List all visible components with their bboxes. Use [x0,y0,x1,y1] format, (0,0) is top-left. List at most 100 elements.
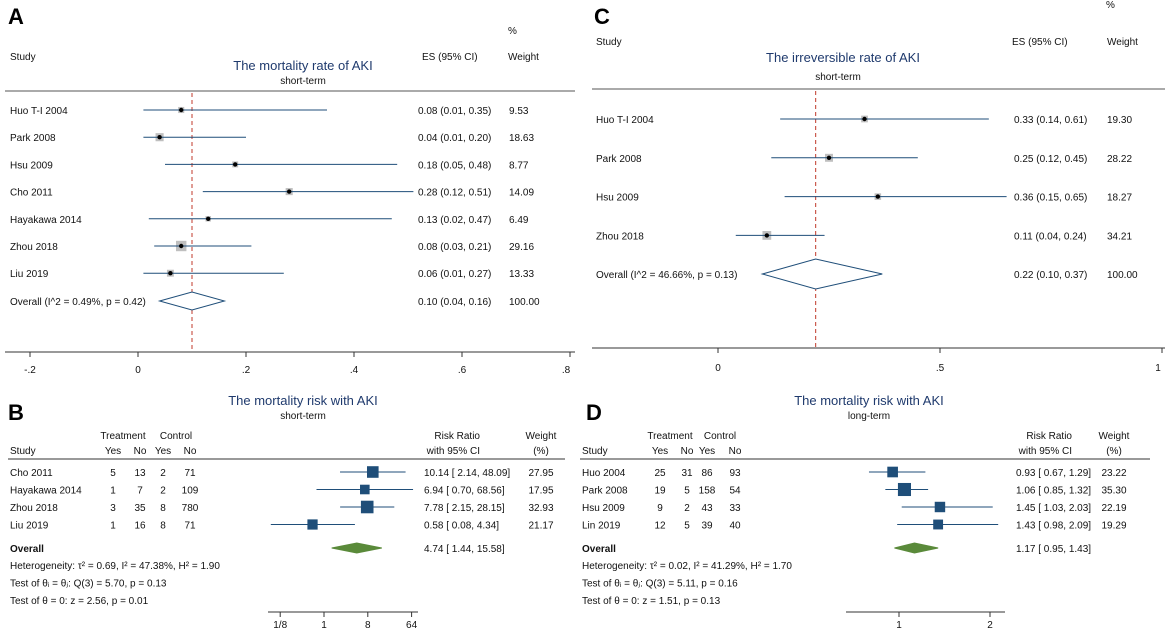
panel-d-stat-line: Heterogeneity: τ² = 0.02, I² = 41.29%, H… [582,561,792,572]
panel-a-point [233,162,238,167]
panel-a-es-value: 0.08 (0.01, 0.35) [418,106,491,117]
panel-a-point [179,107,184,113]
panel-b-tick-label: 1/8 [273,620,287,631]
panel-b-pct-header: (%) [533,446,549,457]
panel-d-weight-value: 35.30 [1101,486,1126,497]
panel-b-c-no-value: 71 [184,468,196,479]
panel-d-t-no-value: 5 [684,486,690,497]
panel-b-treatment-header: Treatment [100,431,145,442]
panel-a-es-value: 0.13 (0.02, 0.47) [418,215,491,226]
panel-d-c-no-value: 54 [729,486,741,497]
panel-b-stat-line: Test of θᵢ = θⱼ: Q(3) = 5.70, p = 0.13 [10,579,167,590]
panel-c-es-header: ES (95% CI) [1012,37,1068,48]
panel-a-weight-value: 29.16 [509,242,534,253]
panel-a-overall-diamond [157,291,227,311]
panel-b-c-no-header: No [184,446,197,457]
panel-b-tick-label: 8 [365,620,371,631]
panel-d-c-yes-value: 86 [701,468,713,479]
panel-b-rr-marker [360,500,374,514]
panel-d-pct-header: (%) [1106,446,1122,457]
panel-b-c-yes-value: 8 [160,503,166,514]
panel-b-overall-diamond [331,542,382,554]
panel-b-overall-label: Overall [10,544,44,555]
panel-d-overall-label: Overall [582,544,616,555]
panel-b-title: The mortality risk with AKI [228,393,378,408]
panel-d-stat-line: Test of θ = 0: z = 1.51, p = 0.13 [582,596,721,607]
panel-b-rr-marker [307,519,318,530]
panel-a-study-name: Zhou 2018 [10,242,58,253]
panel-a-overall-label: Overall (I^2 = 0.49%, p = 0.42) [10,297,146,308]
panel-c-subtitle: short-term [815,72,861,83]
panel-a-es-header: ES (95% CI) [422,52,478,63]
panel-a-point [179,243,184,249]
panel-b-weight-value: 27.95 [528,468,553,479]
panel-d-rr-marker [933,519,944,530]
panel-c-study-name: Hsu 2009 [596,193,639,204]
panel-d-rr2-header: with 95% CI [1018,446,1072,457]
panel-a-tick-label: 0 [135,365,141,376]
panel-c-weight-header: Weight [1107,37,1138,48]
panel-d-t-no-value: 5 [684,521,690,532]
panel-b-control-header: Control [160,431,192,442]
panel-c-study-header: Study [596,37,622,48]
panel-a-weight-value: 14.09 [509,188,534,199]
panel-c-overall-es: 0.22 (0.10, 0.37) [1014,270,1087,281]
panel-b-study-header: Study [10,446,36,457]
panel-a-tick-label: .8 [562,365,571,376]
panel-d-c-yes-header: Yes [699,446,715,457]
panel-b-rr-header: Risk Ratio [434,431,480,442]
panel-b-c-no-value: 71 [184,521,196,532]
panel-label-c: C [594,4,610,29]
panel-d-rr-marker [897,482,911,497]
panel-a-overall-weight: 100.00 [509,297,540,308]
panel-a-pct-header: % [508,26,517,37]
panel-b-c-yes-value: 2 [160,468,166,479]
panel-c-es-value: 0.36 (0.15, 0.65) [1014,193,1087,204]
panel-b-c-no-value: 109 [182,486,199,497]
panel-a-study-header: Study [10,52,36,63]
panel-d-study-name: Hsu 2009 [582,503,625,514]
panel-b-rr-value: 7.78 [ 2.15, 28.15] [424,503,505,514]
panel-d-weight-value: 23.22 [1101,468,1126,479]
panel-c-overall-label: Overall (I^2 = 46.66%, p = 0.13) [596,270,737,281]
panel-c-overall-weight: 100.00 [1107,270,1138,281]
panel-d-c-yes-value: 43 [701,503,713,514]
panel-d-rr-value: 1.45 [ 1.03, 2.03] [1016,503,1091,514]
panel-c-weight-value: 19.30 [1107,115,1132,126]
panel-d-overall-diamond [894,542,939,554]
panel-b-t-no-header: No [134,446,147,457]
panel-b-t-no-value: 16 [134,521,146,532]
panel-c-es-value: 0.33 (0.14, 0.61) [1014,115,1087,126]
panel-c-overall-diamond [760,258,883,290]
panel-b-weight-value: 21.17 [528,521,553,532]
panel-c-weight-value: 18.27 [1107,193,1132,204]
panel-c-tick-label: .5 [936,363,945,374]
panel-b-t-yes-header: Yes [105,446,121,457]
panel-c-point [826,155,832,160]
panel-b-c-yes-header: Yes [155,446,171,457]
panel-c-es-value: 0.11 (0.04, 0.24) [1014,231,1087,242]
panel-b-study-name: Liu 2019 [10,521,49,532]
panel-b-t-no-value: 13 [134,468,146,479]
panel-label-b: B [8,400,24,425]
panel-a-es-value: 0.04 (0.01, 0.20) [418,133,491,144]
panel-b-rr-value: 0.58 [ 0.08, 4.34] [424,521,499,532]
panel-c-es-value: 0.25 (0.12, 0.45) [1014,154,1087,165]
panel-d-c-yes-value: 158 [699,486,716,497]
panel-c-weight-value: 34.21 [1107,231,1132,242]
panel-a-point [206,216,211,221]
panel-b-c-no-value: 780 [182,503,199,514]
panel-d-study-header: Study [582,446,608,457]
panel-label-a: A [8,4,24,29]
panel-b-t-yes-value: 5 [110,468,116,479]
panel-d-study-name: Lin 2019 [582,521,621,532]
panel-a-study-name: Hsu 2009 [10,160,53,171]
panel-b-rr-marker [360,484,370,495]
panel-d-rr-marker [887,466,898,478]
panel-d-overall-rr: 1.17 [ 0.95, 1.43] [1016,544,1091,555]
panel-d-c-no-value: 40 [729,521,741,532]
panel-a-study-name: Cho 2011 [10,188,53,199]
panel-d-t-yes-value: 9 [657,503,663,514]
panel-a-title: The mortality rate of AKI [233,58,372,73]
